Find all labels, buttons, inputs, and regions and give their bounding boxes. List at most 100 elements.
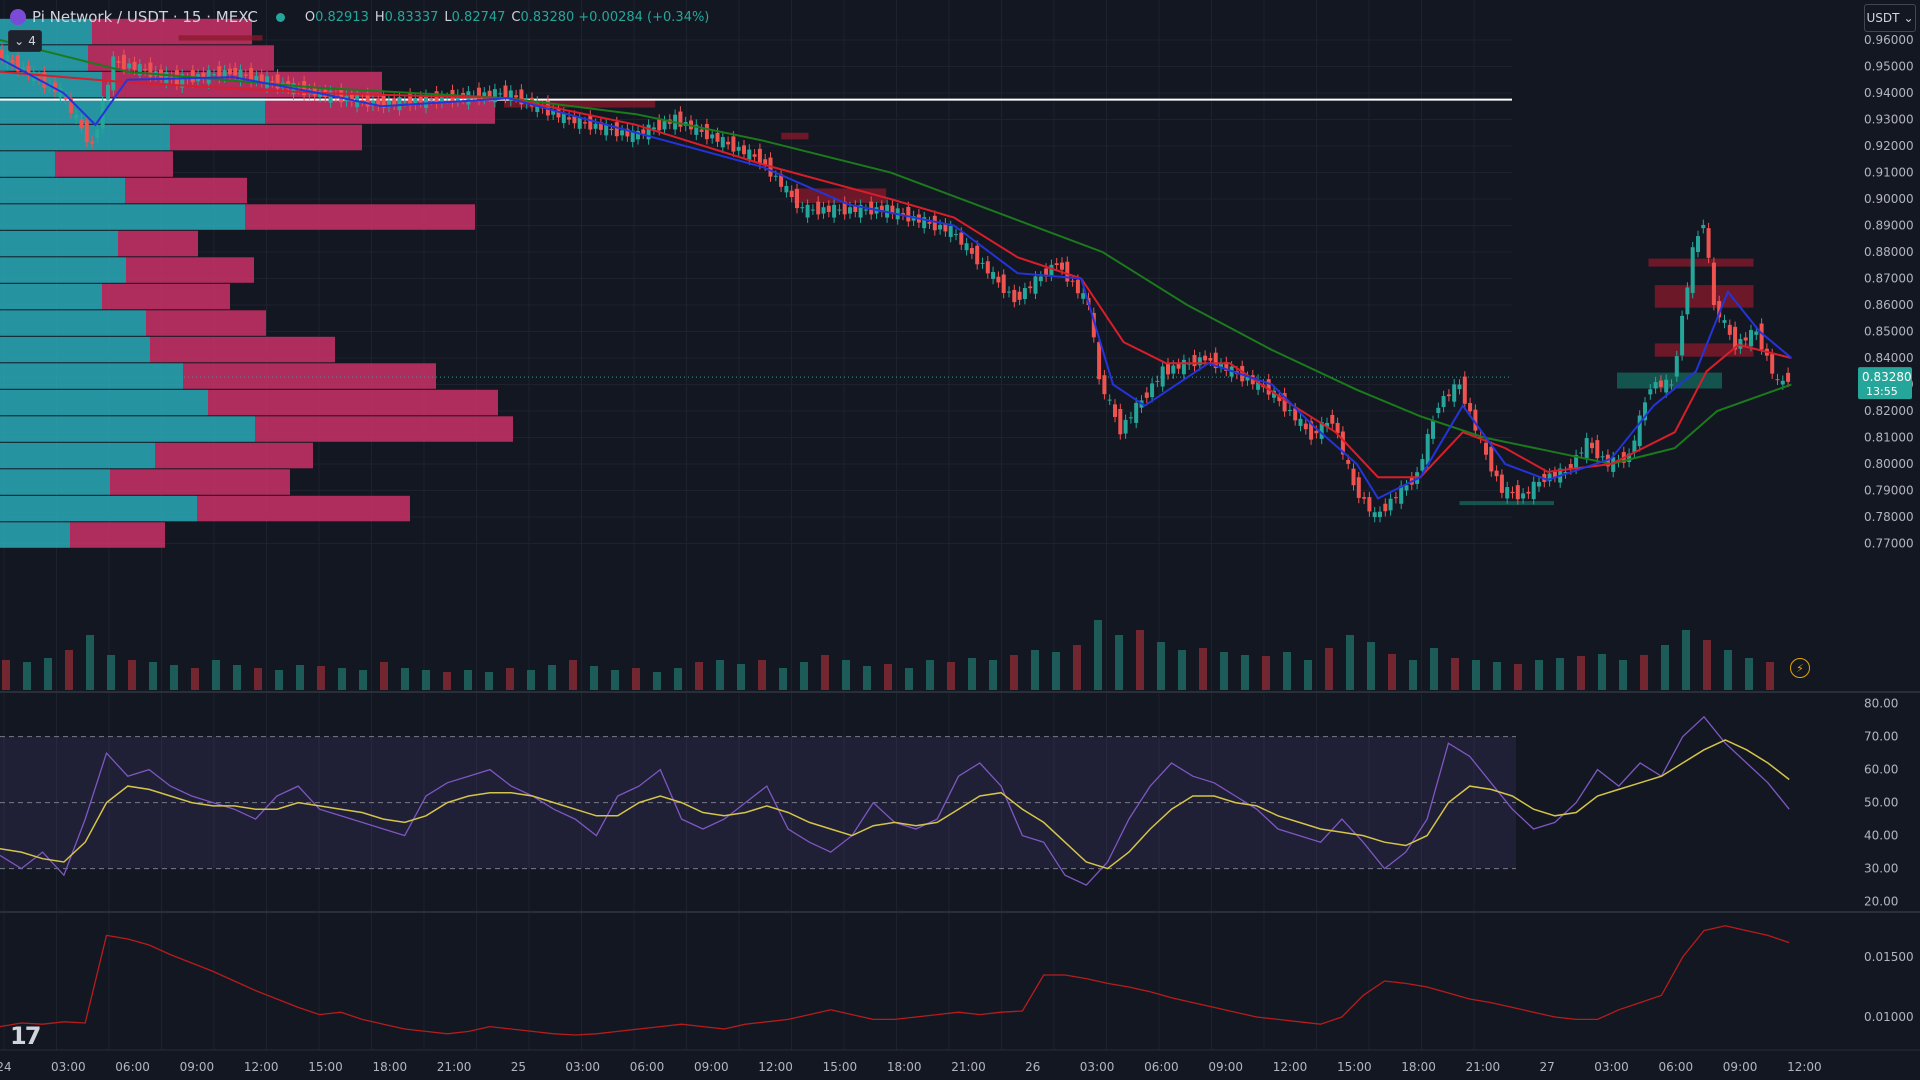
currency-select[interactable]: USDT ⌄ [1864, 4, 1916, 32]
volume-profile-buy-bar [0, 151, 55, 177]
candle-body [1091, 312, 1096, 338]
candle-body [985, 261, 990, 274]
candle-body [164, 71, 169, 84]
candle-body [1420, 459, 1425, 471]
candle-body [1028, 286, 1033, 289]
candle-body [1590, 442, 1594, 449]
supply-zone [1648, 258, 1754, 267]
time-axis-label: 09:00 [1208, 1060, 1243, 1074]
candle-body [302, 81, 307, 96]
rsi-axis-label: 40.00 [1864, 829, 1898, 843]
candle-body [842, 201, 847, 215]
candle-body [1521, 493, 1526, 499]
candle-body [1780, 380, 1785, 385]
candle-body [106, 84, 110, 100]
volume-bar [44, 658, 52, 690]
time-axis-label: 09:00 [180, 1060, 215, 1074]
candle-body [1362, 497, 1367, 499]
time-axis-label: 09:00 [694, 1060, 729, 1074]
candle-body [572, 115, 577, 124]
volume-bar [1430, 648, 1438, 690]
candle-body [1489, 446, 1494, 472]
volatility-axis-label: 0.01000 [1864, 1010, 1914, 1024]
candle-body [821, 207, 826, 214]
candle-body [222, 70, 227, 78]
candle-body [328, 90, 333, 103]
candle-body [614, 122, 619, 137]
candle-body [1203, 355, 1208, 361]
candle-body [418, 96, 423, 103]
candle-body [1134, 402, 1139, 423]
high-label: H [374, 9, 385, 25]
candle-body [1102, 375, 1107, 395]
symbol-title[interactable]: Pi Network / USDT · 15 · MEXC [32, 8, 258, 26]
candle-body [1256, 379, 1261, 390]
candle-body [408, 93, 413, 106]
candle-body [757, 148, 762, 165]
volume-bar [821, 655, 829, 690]
volume-bar [590, 666, 598, 690]
candle-body [583, 122, 587, 124]
volume-bar [1577, 656, 1585, 690]
candle-body [270, 81, 275, 83]
candle-body [731, 136, 736, 152]
candle-body [980, 262, 985, 264]
volume-bar [1220, 652, 1228, 690]
time-axis-label: 12:00 [244, 1060, 279, 1074]
volume-bar [1199, 648, 1207, 690]
candle-body [906, 206, 911, 222]
candle-body [121, 54, 126, 70]
candle-body [996, 276, 1001, 283]
candle-body [704, 123, 709, 140]
volume-profile-sell-bar [146, 310, 266, 336]
rsi-axis-label: 60.00 [1864, 763, 1898, 777]
volume-bar [233, 665, 241, 690]
currency-label: USDT [1866, 11, 1900, 25]
candle-body [1166, 363, 1170, 375]
lightning-icon[interactable]: ⚡ [1790, 658, 1810, 678]
price-axis-label: 0.87000 [1864, 272, 1914, 286]
tradingview-logo-icon[interactable]: 17 [10, 1022, 41, 1050]
candle-body [365, 93, 370, 107]
candle-body [1457, 384, 1462, 390]
candle-body [1367, 497, 1372, 512]
candle-body [1446, 394, 1451, 397]
time-axis-label: 26 [1025, 1060, 1040, 1074]
candle-body [1537, 481, 1541, 487]
candle-body [1727, 324, 1732, 335]
volume-bar [86, 635, 94, 690]
fast-moving-average-line [0, 57, 1793, 500]
candle-body [975, 245, 980, 265]
indicators-toggle[interactable]: ⌄ 4 [8, 30, 42, 52]
volume-bar [1115, 635, 1123, 690]
candle-body [879, 205, 884, 212]
volume-bar [905, 668, 913, 690]
candle-body [805, 204, 810, 218]
candle-body [1526, 491, 1531, 494]
candle-body [1404, 485, 1409, 491]
mid-moving-average-line [0, 70, 1792, 479]
candle-body [646, 124, 651, 140]
candle-body [1219, 363, 1223, 368]
candle-body [1038, 276, 1043, 282]
candle-body [636, 131, 640, 140]
volume-bar [296, 665, 304, 690]
candle-body [10, 59, 15, 64]
candle-body [233, 67, 238, 76]
candle-body [79, 119, 84, 129]
candle-body [853, 205, 858, 212]
price-axis-label: 0.82000 [1864, 404, 1914, 418]
volume-bar [1157, 642, 1165, 690]
volume-bar [170, 665, 178, 690]
candle-body [95, 129, 100, 139]
candle-body [726, 141, 731, 145]
candle-body [1314, 430, 1319, 434]
supply-zone [178, 35, 263, 41]
volume-profile-buy-bar [0, 230, 118, 257]
candle-body [1224, 361, 1229, 371]
price-axis-label: 0.81000 [1864, 431, 1914, 445]
candle-body [127, 63, 132, 69]
volume-bar [422, 670, 430, 690]
candle-body [837, 209, 842, 211]
